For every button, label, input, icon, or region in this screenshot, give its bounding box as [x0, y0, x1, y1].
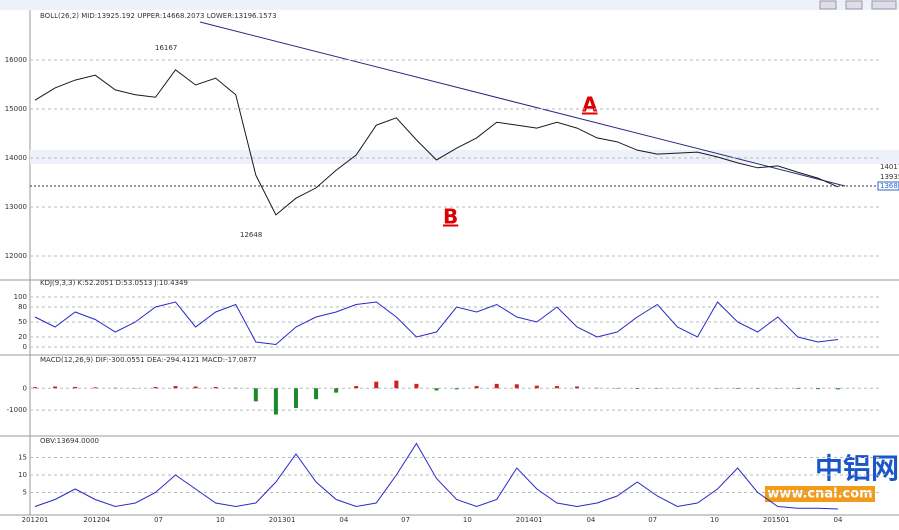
x-label: 201301 — [269, 516, 296, 524]
macd-bar — [153, 387, 157, 388]
y-tick-label: 16000 — [5, 56, 27, 64]
macd-bar — [435, 388, 439, 390]
macd-bar — [796, 388, 800, 389]
x-label: 04 — [834, 516, 843, 524]
y-tick-label: 80 — [18, 303, 27, 311]
restore-button[interactable] — [846, 1, 862, 9]
y-tick-label: 20 — [18, 333, 27, 341]
y-tick-label: 12000 — [5, 252, 27, 260]
x-label: 04 — [339, 516, 348, 524]
y-tick-label: 15 — [18, 454, 27, 462]
toolbar — [0, 0, 899, 10]
y-tick-label: 15000 — [5, 105, 27, 113]
right-label: 14017 — [880, 163, 899, 171]
x-label: 07 — [401, 516, 410, 524]
macd-bar — [535, 386, 539, 389]
macd-bar — [455, 388, 459, 389]
macd-bar — [53, 387, 57, 389]
macd-bar — [475, 386, 479, 388]
panel-title: KDJ(9,3,3) K:52.2051 D:53.0513 J:10.4349 — [40, 279, 188, 287]
x-label: 10 — [216, 516, 225, 524]
y-tick-label: 13000 — [5, 203, 27, 211]
y-tick-label: -1000 — [7, 406, 27, 414]
annotation: 12648 — [240, 231, 262, 239]
x-label: 201201 — [22, 516, 49, 524]
macd-bar — [495, 384, 499, 388]
logo-url: www.cnal.com — [767, 487, 872, 502]
macd-bar — [254, 388, 258, 401]
x-label: 10 — [463, 516, 472, 524]
macd-bar — [816, 388, 820, 389]
x-label: 07 — [154, 516, 163, 524]
macd-bar — [73, 387, 77, 388]
macd-bar — [174, 386, 178, 388]
right-label: 13680 — [880, 182, 899, 190]
macd-bar — [354, 386, 358, 388]
y-tick-label: 14000 — [5, 154, 27, 162]
panel-title: BOLL(26,2) MID:13925.192 UPPER:14668.207… — [40, 12, 277, 20]
macd-bar — [374, 382, 378, 389]
x-label: 201501 — [763, 516, 790, 524]
macd-bar — [394, 381, 398, 389]
x-label: 04 — [586, 516, 595, 524]
macd-bar — [274, 388, 278, 414]
x-label: 07 — [648, 516, 657, 524]
macd-bar — [515, 384, 519, 388]
annotation: A — [582, 93, 598, 117]
annotation: B — [443, 205, 458, 229]
y-tick-label: 100 — [14, 293, 27, 301]
macd-bar — [33, 387, 37, 388]
y-tick-label: 0 — [23, 343, 27, 351]
macd-bar — [555, 386, 559, 388]
panel-title: MACD(12,26,9) DIF:-300.0551 DEA:-294.412… — [40, 356, 257, 364]
x-label: 201204 — [83, 516, 110, 524]
right-label: 13935 — [880, 173, 899, 181]
macd-bar — [334, 388, 338, 392]
macd-bar — [836, 388, 840, 389]
macd-bar — [214, 387, 218, 388]
macd-bar — [736, 388, 740, 389]
macd-bar — [575, 387, 579, 389]
macd-bar — [294, 388, 298, 408]
y-tick-label: 0 — [23, 384, 27, 392]
y-tick-label: 5 — [23, 489, 27, 497]
y-tick-label: 10 — [18, 471, 27, 479]
y-tick-label: 50 — [18, 318, 27, 326]
highlight-band — [30, 150, 899, 164]
logo: 中铝网 — [815, 452, 899, 485]
macd-bar — [635, 388, 639, 389]
min-button[interactable] — [820, 1, 836, 9]
macd-bar — [414, 384, 418, 388]
x-label: 201401 — [516, 516, 543, 524]
macd-bar — [314, 388, 318, 399]
close-button[interactable] — [872, 1, 896, 9]
macd-bar — [93, 387, 97, 388]
annotation: 16167 — [155, 44, 177, 52]
macd-bar — [194, 387, 198, 389]
x-label: 10 — [710, 516, 719, 524]
panel-title: OBV:13694.0000 — [40, 437, 99, 445]
